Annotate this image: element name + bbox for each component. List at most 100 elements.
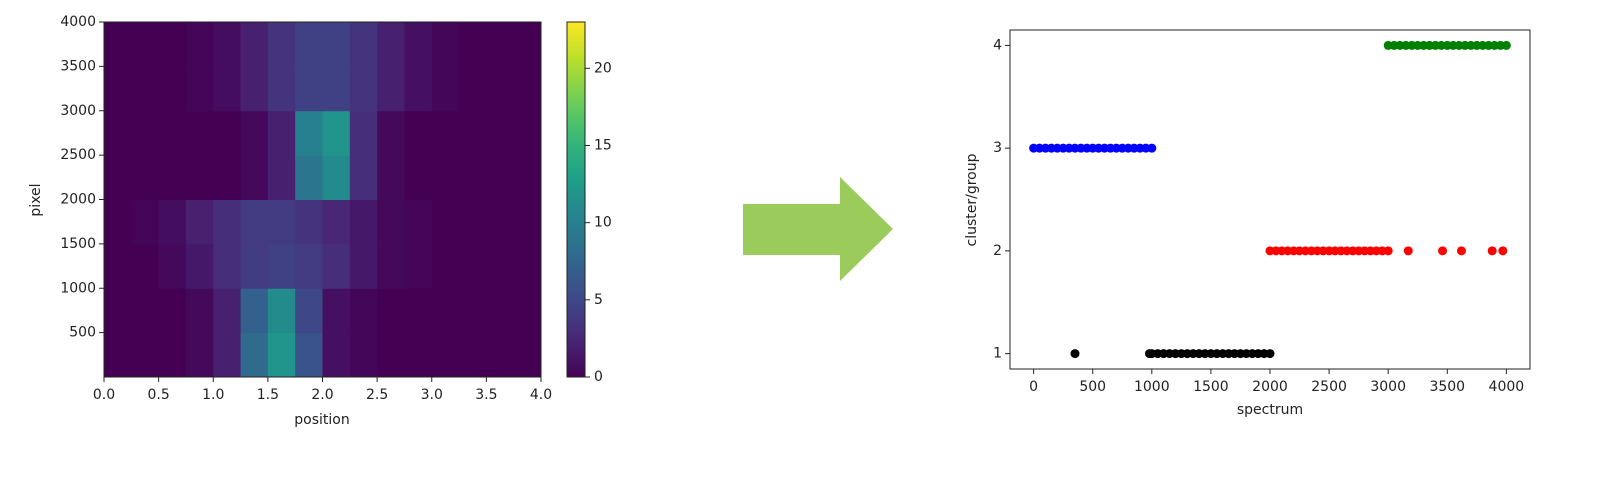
heatmap-cell xyxy=(486,243,515,289)
heatmap-cell xyxy=(431,288,460,334)
y-tick-label: 3500 xyxy=(60,58,96,74)
heatmap-cell xyxy=(213,332,242,378)
heatmap-cell xyxy=(459,199,487,245)
x-tick-label: 0.5 xyxy=(147,387,169,403)
x-tick-label: 1000 xyxy=(1134,379,1170,395)
heatmap-cell xyxy=(104,22,132,67)
heatmap-cell xyxy=(213,155,242,200)
heatmap-cell xyxy=(240,22,269,67)
heatmap-cell xyxy=(104,199,132,245)
heatmap-cell xyxy=(131,22,160,67)
heatmap-cell xyxy=(513,66,542,112)
x-axis-label: spectrum xyxy=(1237,402,1303,418)
y-tick-label: 2 xyxy=(993,243,1002,259)
scatter-point xyxy=(1501,40,1511,50)
heatmap-cell xyxy=(104,66,132,112)
heatmap-cell xyxy=(267,66,296,112)
y-axis-label: cluster/group xyxy=(964,153,980,246)
heatmap-cell xyxy=(513,199,542,245)
x-tick-label: 0.0 xyxy=(93,387,115,403)
colorbar xyxy=(566,21,586,378)
heatmap-cell xyxy=(486,288,515,334)
y-tick-label: 1000 xyxy=(60,280,96,296)
scatter-point xyxy=(1498,246,1508,256)
scatter-point xyxy=(1383,246,1393,256)
y-tick-label: 2000 xyxy=(60,192,96,208)
heatmap-cell xyxy=(486,199,515,245)
heatmap-cell xyxy=(322,199,351,245)
heatmap-cell xyxy=(240,199,269,245)
heatmap-cell xyxy=(267,22,296,67)
heatmap-cell xyxy=(459,243,487,289)
heatmap-cell xyxy=(131,332,160,378)
heatmap-cell xyxy=(431,332,460,378)
heatmap-cell xyxy=(213,110,242,156)
heatmap-cell xyxy=(185,66,214,112)
heatmap-cell xyxy=(213,66,242,112)
heatmap-cell xyxy=(404,243,433,289)
scatter-point xyxy=(1265,349,1275,359)
heatmap-cell xyxy=(267,288,296,334)
heatmap-cell xyxy=(158,288,187,334)
heatmap-cell xyxy=(377,22,405,67)
y-tick-label: 3 xyxy=(993,140,1002,156)
scatter-point xyxy=(1438,246,1448,256)
heatmap-cell xyxy=(459,332,487,378)
heatmap-cell xyxy=(322,243,351,289)
scatter-point xyxy=(1456,246,1466,256)
heatmap-cell xyxy=(322,66,351,112)
y-tick-label: 500 xyxy=(69,325,96,341)
heatmap-cell xyxy=(349,332,378,378)
heatmap-cell xyxy=(431,243,460,289)
heatmap-cell xyxy=(322,332,351,378)
heatmap-cell xyxy=(295,288,323,334)
heatmap-cell xyxy=(267,332,296,378)
x-tick-label: 2000 xyxy=(1252,379,1288,395)
heatmap-cell xyxy=(404,332,433,378)
heatmap-cell xyxy=(459,288,487,334)
heatmap-cell xyxy=(431,22,460,67)
scatter-point xyxy=(1487,246,1497,256)
heatmap-cell xyxy=(158,22,187,67)
heatmap-cell xyxy=(131,243,160,289)
heatmap-cell xyxy=(513,22,542,67)
heatmap-cell xyxy=(158,332,187,378)
heatmap-cell xyxy=(349,199,378,245)
heatmap-cell xyxy=(185,332,214,378)
heatmap-cell xyxy=(322,155,351,200)
x-tick-label: 2.5 xyxy=(366,387,388,403)
heatmap-cell xyxy=(104,288,132,334)
heatmap-cell xyxy=(295,110,323,156)
heatmap-cell xyxy=(158,199,187,245)
heatmap-cell xyxy=(513,332,542,378)
heatmap-cell xyxy=(377,243,405,289)
heatmap-cell xyxy=(240,243,269,289)
arrow xyxy=(743,177,893,281)
heatmap-cell xyxy=(158,66,187,112)
heatmap-cell xyxy=(349,155,378,200)
heatmap-cell xyxy=(295,243,323,289)
heatmap-cell xyxy=(267,110,296,156)
y-tick-label: 4000 xyxy=(60,14,96,30)
colorbar-tick-label: 20 xyxy=(594,60,612,76)
x-tick-label: 3.5 xyxy=(475,387,497,403)
x-tick-label: 3.0 xyxy=(421,387,443,403)
heatmap-cell xyxy=(158,243,187,289)
heatmap-cell xyxy=(349,288,378,334)
heatmap-cell xyxy=(513,155,542,200)
heatmap-cell xyxy=(185,288,214,334)
heatmap-cell xyxy=(404,110,433,156)
y-tick-label: 1 xyxy=(993,346,1002,362)
x-axis-label: position xyxy=(294,412,349,428)
x-tick-label: 500 xyxy=(1079,379,1106,395)
heatmap-cell xyxy=(377,199,405,245)
heatmap-cell xyxy=(185,110,214,156)
heatmap-cell xyxy=(185,22,214,67)
heatmap-cell xyxy=(322,288,351,334)
heatmap-cell xyxy=(377,288,405,334)
heatmap-cell xyxy=(459,110,487,156)
heatmap-cell xyxy=(377,155,405,200)
heatmap-cell xyxy=(267,243,296,289)
heatmap-cell xyxy=(213,199,242,245)
